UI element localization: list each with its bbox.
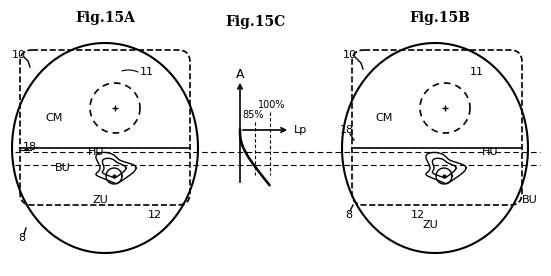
Text: Fig.15A: Fig.15A [75,11,135,25]
Text: 11: 11 [140,67,154,77]
Text: 8: 8 [345,210,352,220]
Text: HU: HU [482,147,499,157]
Text: CM: CM [375,113,392,123]
Text: Fig.15C: Fig.15C [225,15,285,29]
Text: 100%: 100% [258,100,286,110]
Text: 85%: 85% [242,110,264,120]
Text: 10: 10 [343,50,357,60]
Text: ZU: ZU [92,195,108,205]
Text: 11: 11 [470,67,484,77]
Text: 18: 18 [340,125,354,135]
Text: 12: 12 [148,210,162,220]
Text: CM: CM [45,113,62,123]
Text: BU: BU [55,163,71,173]
Text: Fig.15B: Fig.15B [409,11,471,25]
Text: 10: 10 [12,50,26,60]
Text: HU: HU [88,147,105,157]
Text: 18: 18 [23,142,37,152]
Text: 12: 12 [411,210,425,220]
Text: 8: 8 [18,233,25,243]
Text: BU: BU [522,195,538,205]
Text: A: A [236,68,244,81]
Text: Lp: Lp [294,125,307,135]
Text: ZU: ZU [422,220,438,230]
